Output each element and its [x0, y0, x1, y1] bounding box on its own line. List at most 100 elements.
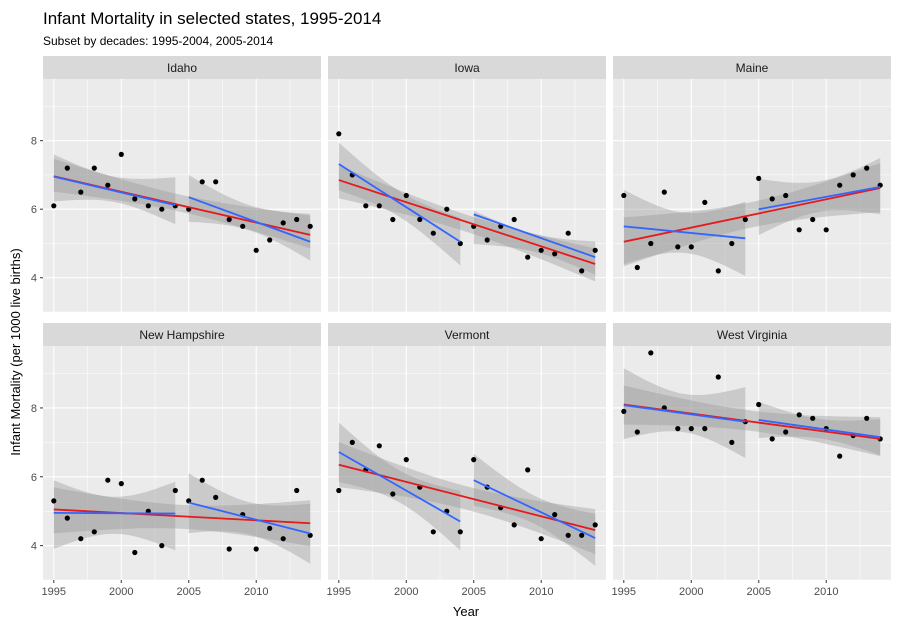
data-point: [417, 216, 423, 223]
y-tick-label: 6: [31, 472, 37, 484]
data-point: [864, 165, 870, 171]
chart-subtitle: Subset by decades: 1995-2004, 2005-2014: [43, 34, 274, 48]
panel-idaho: Idaho 4 6 8: [31, 56, 321, 313]
data-point: [390, 216, 396, 223]
overall-confidence-band: [338, 165, 596, 282]
data-point: [511, 216, 517, 223]
data-point: [756, 401, 762, 408]
data-point: [457, 529, 463, 535]
data-point: [729, 439, 735, 445]
data-point: [213, 494, 219, 500]
strip-background: [43, 56, 321, 79]
data-point: [78, 189, 84, 195]
data-point: [810, 415, 816, 421]
panel-background: [613, 346, 891, 580]
chart-title: Infant Mortality in selected states, 199…: [43, 9, 381, 28]
x-tick-label: 1995: [327, 586, 351, 598]
data-point: [715, 268, 721, 274]
data-point: [226, 546, 232, 552]
data-point: [403, 192, 409, 199]
x-tick-label: 1995: [612, 586, 636, 598]
data-point: [51, 498, 57, 504]
y-tick-label: 8: [31, 136, 37, 148]
data-point: [823, 227, 829, 233]
data-point: [702, 426, 708, 432]
decade-1-fit-line: [53, 511, 176, 515]
decade-1-fit-line: [623, 404, 746, 423]
strip-label: Iowa: [454, 61, 480, 75]
data-point: [199, 179, 205, 185]
data-point: [91, 529, 97, 535]
data-point: [363, 203, 369, 209]
x-tick-label: 2005: [747, 586, 771, 598]
data-point: [769, 196, 775, 202]
decade-1-confidence-band: [338, 142, 461, 266]
panel-new-hampshire: New Hampshire 4 6 8 1995 2000 2005 2010: [31, 323, 321, 598]
data-point: [675, 244, 681, 250]
data-point: [634, 264, 640, 271]
data-point: [51, 203, 57, 209]
data-point: [565, 532, 571, 538]
data-point: [253, 546, 259, 552]
data-point: [78, 536, 84, 542]
data-point: [810, 216, 816, 223]
strip-background: [613, 323, 891, 346]
data-point: [661, 189, 667, 195]
decade-1-fit-line: [338, 163, 461, 243]
data-point: [579, 532, 585, 538]
overall-fit-line: [338, 179, 596, 265]
data-point: [336, 487, 342, 494]
data-point: [294, 216, 300, 223]
panels-layer: Idaho 4 6 8 Iowa Maine New Hampshire 4 6 8 1995 200…: [31, 56, 891, 598]
overall-confidence-band: [53, 158, 311, 249]
data-point: [525, 467, 531, 473]
data-point: [105, 477, 111, 483]
data-point: [688, 426, 694, 432]
data-point: [525, 254, 531, 260]
data-point: [729, 240, 735, 247]
data-point: [621, 192, 627, 199]
strip-background: [613, 56, 891, 79]
data-point: [457, 240, 463, 247]
decade-2-confidence-band: [188, 175, 311, 261]
data-point: [145, 508, 151, 514]
data-point: [267, 237, 273, 243]
decade-1-confidence-band: [53, 480, 176, 551]
decade-2-fit-line: [188, 501, 311, 535]
strip-background: [43, 323, 321, 346]
data-point: [390, 491, 396, 497]
data-point: [267, 525, 273, 532]
data-point: [240, 223, 246, 229]
data-point: [850, 172, 856, 178]
x-tick-label: 2000: [394, 586, 418, 598]
data-point: [307, 223, 313, 229]
data-point: [621, 408, 627, 414]
data-point: [430, 529, 436, 535]
data-point: [837, 453, 843, 459]
data-point: [837, 182, 843, 188]
x-tick-label: 2010: [244, 586, 268, 598]
decade-2-fit-line: [473, 213, 596, 259]
x-tick-label: 2000: [109, 586, 133, 598]
data-point: [796, 227, 802, 233]
data-point: [159, 543, 165, 549]
data-point: [159, 206, 165, 212]
data-point: [552, 511, 558, 518]
data-point: [226, 216, 232, 223]
data-point: [64, 165, 70, 171]
data-point: [172, 487, 178, 494]
strip-label: Vermont: [445, 328, 490, 342]
data-point: [796, 412, 802, 418]
data-point: [349, 439, 355, 445]
y-tick-label: 6: [31, 204, 37, 216]
data-point: [91, 165, 97, 171]
strip-label: Idaho: [167, 61, 197, 75]
strip-background: [328, 56, 606, 79]
data-point: [213, 179, 219, 185]
x-tick-label: 2005: [462, 586, 486, 598]
x-tick-label: 2000: [679, 586, 703, 598]
data-point: [864, 415, 870, 421]
data-point: [552, 251, 558, 257]
data-point: [199, 477, 205, 483]
